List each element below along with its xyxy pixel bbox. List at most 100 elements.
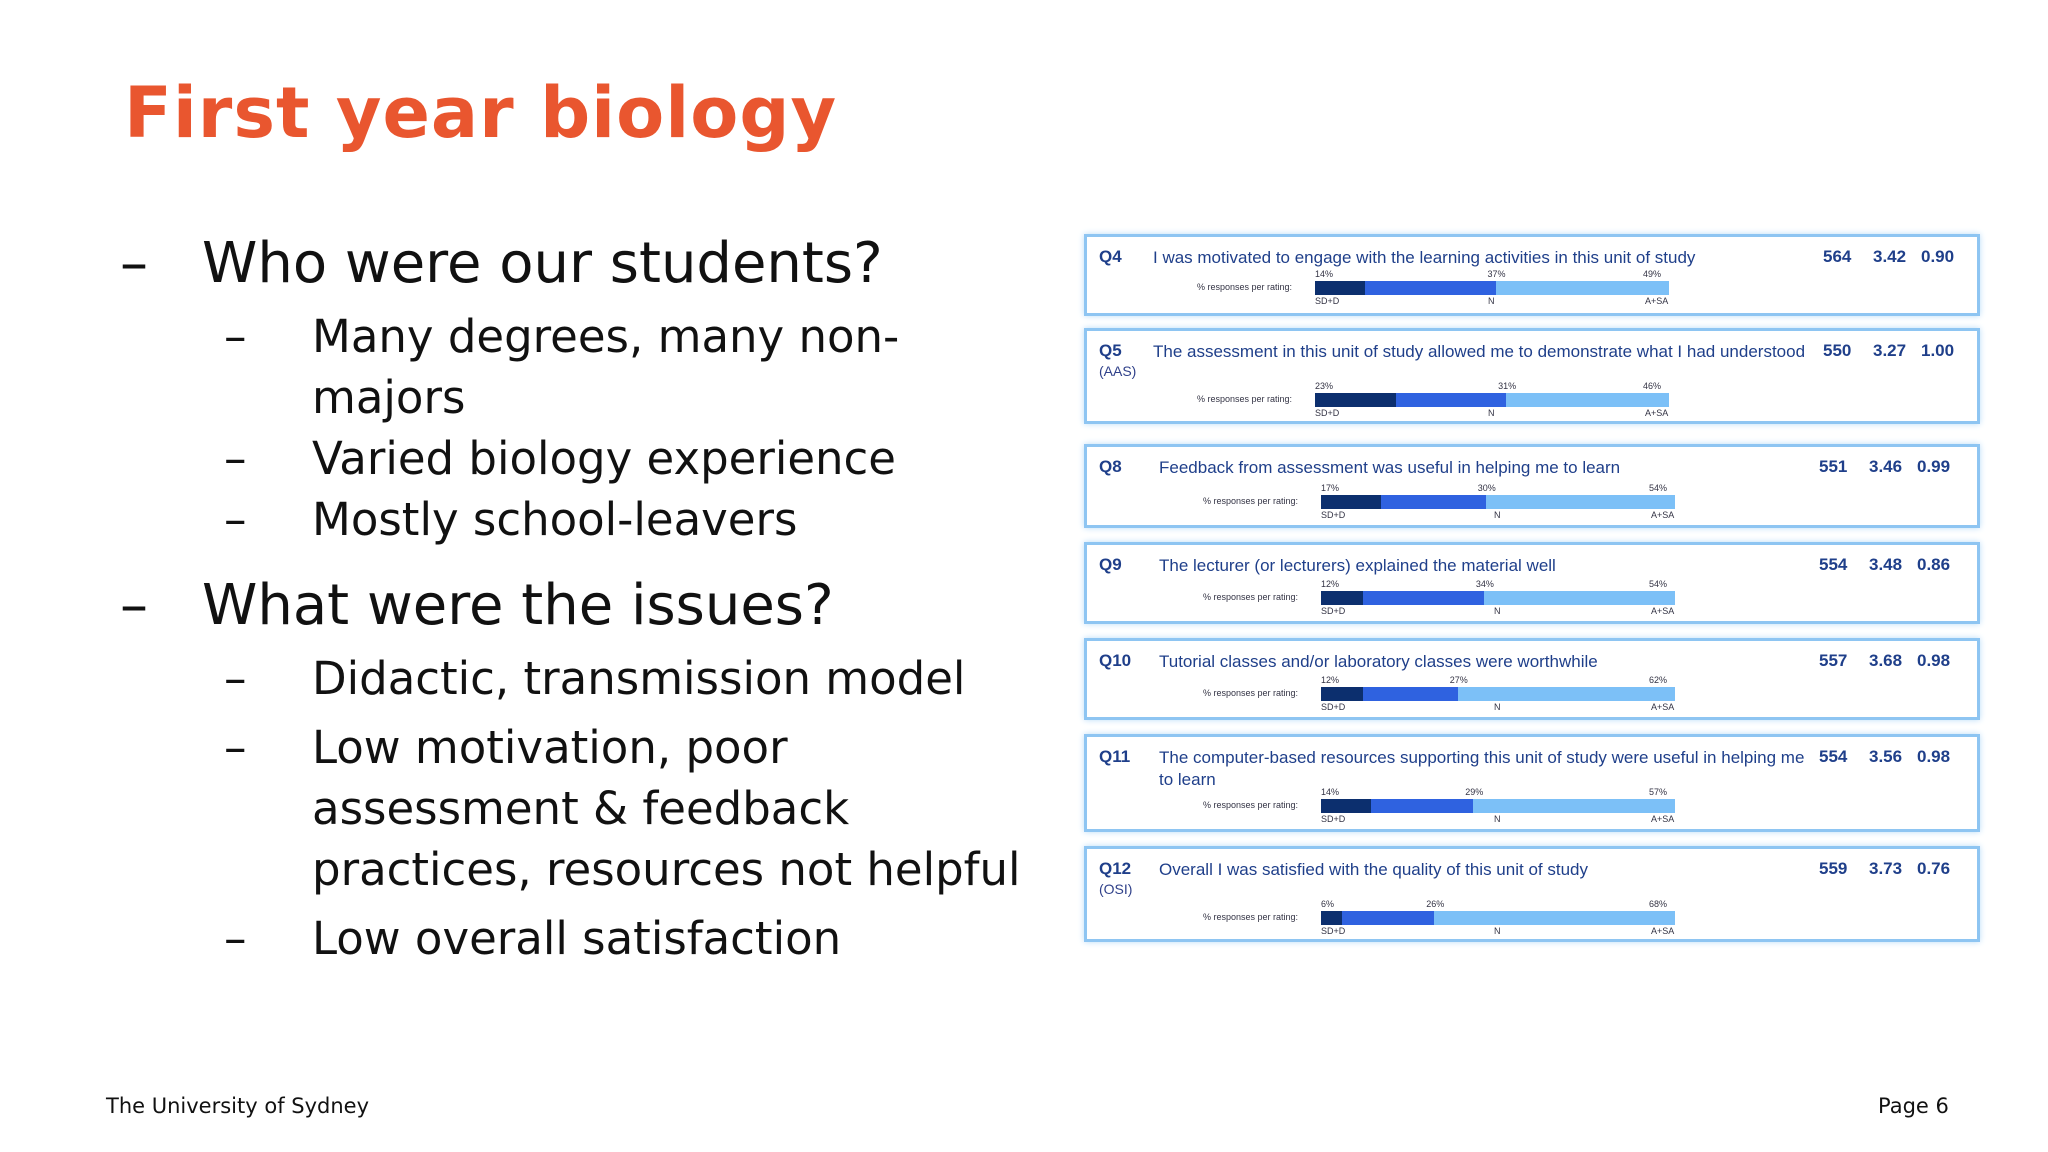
bullet-text: Who were our students? (202, 231, 883, 296)
axis-label: A+SA (1651, 814, 1675, 824)
rating-label: % responses per rating: (1203, 912, 1299, 922)
sub-bullet-text: Varied biology experience (312, 432, 896, 485)
stat-sd: 0.76 (1917, 859, 1951, 878)
axis-label: N (1488, 408, 1495, 418)
axis-label: A+SA (1645, 408, 1669, 418)
percent-label: 49% (1643, 269, 1662, 279)
stacked-bar (1321, 687, 1675, 701)
bar-segment-n (1370, 799, 1474, 813)
axis-label: A+SA (1651, 510, 1675, 520)
stat-sd: 0.98 (1917, 747, 1951, 766)
question-text: The assessment in this unit of study all… (1153, 342, 1806, 361)
question-panel-q11: Q11 The computer-based resources supporti… (1084, 734, 1980, 832)
sub-bullet-dash: – (224, 912, 247, 965)
bar-segment-a-sa (1473, 799, 1675, 813)
axis-label: N (1494, 814, 1501, 824)
stat-n: 559 (1819, 859, 1848, 878)
sub-bullet: – Low overall satisfaction (224, 908, 1050, 969)
percent-label: 54% (1649, 579, 1668, 589)
axis-label: SD+D (1321, 814, 1346, 824)
sub-bullet-text: Didactic, transmission model (312, 652, 966, 705)
stat-mean: 3.56 (1869, 747, 1903, 766)
bar-segment-n (1342, 911, 1435, 925)
bar-segment-sd-d (1321, 495, 1381, 509)
bullet-issues: – What were the issues? (120, 572, 1050, 640)
rating-label: % responses per rating: (1197, 394, 1293, 404)
axis-label: A+SA (1651, 606, 1675, 616)
sub-bullet-dash: – (224, 432, 247, 485)
percent-label: 34% (1475, 579, 1494, 589)
stat-mean: 3.27 (1873, 341, 1907, 360)
bar-segment-sd-d (1321, 591, 1364, 605)
sub-bullet-text: Low overall satisfaction (312, 912, 842, 965)
bar-segment-n (1396, 393, 1507, 407)
bullet-dash: – (120, 573, 148, 638)
sub-bullet: – Many degrees, many non-majors (224, 306, 1050, 428)
sub-bullet-text: Mostly school-leavers (312, 493, 798, 546)
axis-label: SD+D (1321, 606, 1346, 616)
axis-label: SD+D (1315, 408, 1340, 418)
sub-bullet-dash: – (224, 493, 247, 546)
axis-label: SD+D (1321, 702, 1346, 712)
percent-label: 12% (1321, 579, 1340, 589)
sub-bullet: – Didactic, transmission model (224, 648, 1050, 709)
stat-mean: 3.68 (1869, 651, 1903, 670)
survey-results-chart: Q4 I was motivated to engage with the lea… (1084, 234, 1986, 954)
stat-sd: 0.98 (1917, 651, 1951, 670)
question-id: Q10 (1099, 651, 1132, 670)
question-id: Q12 (1099, 859, 1132, 878)
question-text: The computer-based resources supporting … (1159, 748, 1805, 789)
bullet-dash: – (120, 231, 148, 296)
bar-segment-a-sa (1495, 281, 1669, 295)
stat-sd: 0.86 (1917, 555, 1951, 574)
sub-bullet-text: Low motivation, poor assessment & feedba… (312, 721, 1021, 896)
question-id: Q4 (1099, 247, 1122, 266)
bar-segment-sd-d (1321, 687, 1364, 701)
axis-label: A+SA (1651, 926, 1675, 936)
bar-segment-a-sa (1483, 591, 1675, 605)
stat-mean: 3.48 (1869, 555, 1903, 574)
stat-n: 550 (1823, 341, 1852, 360)
percent-label: 46% (1643, 381, 1662, 391)
sub-bullet: – Mostly school-leavers (224, 489, 1050, 550)
percent-label: 26% (1426, 899, 1445, 909)
stacked-bar (1321, 911, 1675, 925)
question-scale-tag: (AAS) (1099, 363, 1137, 379)
bullet-list: – Who were our students? – Many degrees,… (120, 230, 1050, 969)
stat-n: 554 (1819, 555, 1848, 574)
stat-mean: 3.46 (1869, 457, 1903, 476)
bar-segment-n (1380, 495, 1486, 509)
axis-label: A+SA (1651, 702, 1675, 712)
percent-label: 54% (1649, 483, 1668, 493)
question-text: The lecturer (or lecturers) explained th… (1159, 556, 1556, 575)
axis-label: N (1494, 926, 1501, 936)
axis-label: SD+D (1321, 510, 1346, 520)
sub-bullet-dash: – (224, 310, 247, 363)
sub-bullet-dash: – (224, 721, 247, 774)
axis-label: N (1494, 702, 1501, 712)
question-text: Feedback from assessment was useful in h… (1159, 458, 1621, 477)
sub-bullet-dash: – (224, 652, 247, 705)
stat-sd: 0.99 (1917, 457, 1951, 476)
axis-label: A+SA (1645, 296, 1669, 306)
percent-label: 37% (1487, 269, 1506, 279)
bar-segment-a-sa (1506, 393, 1669, 407)
percent-label: 31% (1498, 381, 1517, 391)
question-text: Overall I was satisfied with the quality… (1159, 860, 1588, 879)
sub-bullet: – Low motivation, poor assessment & feed… (224, 717, 1050, 900)
sub-bullet: – Varied biology experience (224, 428, 1050, 489)
percent-label: 14% (1315, 269, 1334, 279)
bar-segment-sd-d (1315, 281, 1365, 295)
axis-label: SD+D (1315, 296, 1340, 306)
percent-label: 30% (1477, 483, 1496, 493)
percent-label: 23% (1315, 381, 1334, 391)
stat-n: 557 (1819, 651, 1848, 670)
question-panel-q5: Q5 (AAS) The assessment in this unit of st… (1084, 328, 1980, 424)
question-id: Q9 (1099, 555, 1122, 574)
question-panel-q12: Q12 (OSI) Overall I was satisfied with the… (1084, 846, 1980, 942)
stacked-bar (1321, 495, 1675, 509)
question-text: Tutorial classes and/or laboratory class… (1159, 652, 1598, 671)
percent-label: 17% (1321, 483, 1340, 493)
question-text: I was motivated to engage with the learn… (1153, 248, 1696, 267)
question-id: Q8 (1099, 457, 1122, 476)
